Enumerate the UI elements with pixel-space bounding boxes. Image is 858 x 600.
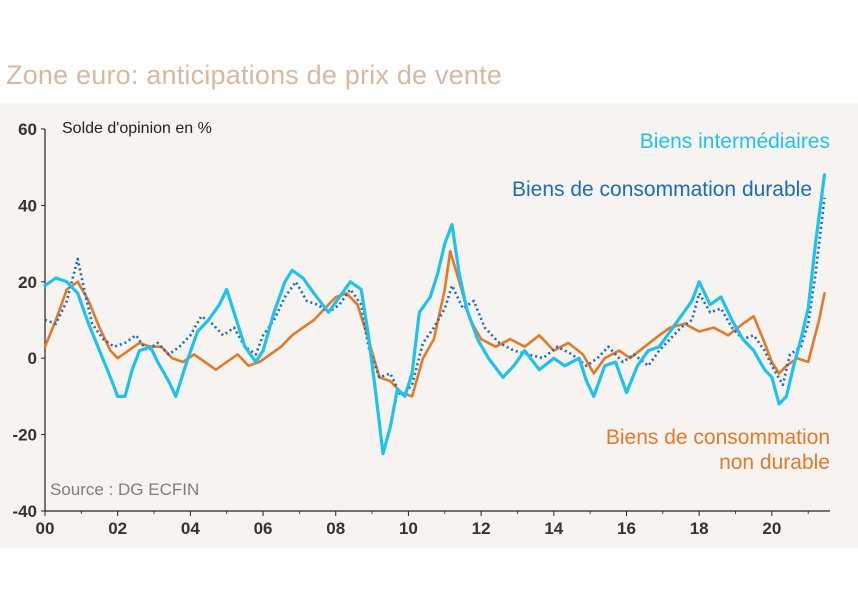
y-tick-label: -40 [12, 502, 37, 521]
y-axis-label: Solde d'opinion en % [62, 120, 212, 137]
x-tick-label: 10 [399, 519, 418, 538]
chart-panel [0, 103, 858, 548]
source-note: Source : DG ECFIN [50, 480, 200, 499]
y-tick-label: 0 [28, 349, 37, 368]
x-tick-label: 18 [690, 519, 709, 538]
series-line-intermediaires [43, 173, 827, 456]
series-line-non-durable [43, 249, 826, 398]
x-tick-label: 04 [181, 519, 200, 538]
legend-intermediaires: Biens intermédiaires [639, 130, 830, 153]
series-line-durable [44, 197, 826, 398]
x-tick-label: 08 [326, 519, 345, 538]
legend-non-durable-line2: non durable [719, 451, 830, 474]
y-tick-label: 20 [18, 273, 37, 292]
legend-non-durable-line1: Biens de consommation [605, 426, 830, 449]
y-tick-label: 60 [18, 120, 37, 139]
x-tick-label: 02 [108, 519, 127, 538]
legend-durable: Biens de consommation durable [511, 178, 812, 201]
series-group [43, 173, 827, 456]
y-tick-label: -20 [12, 426, 37, 445]
x-tick-label: 00 [36, 519, 55, 538]
legend-non-durable: Biens de consommation non durable [606, 425, 830, 475]
chart-title: Zone euro: anticipations de prix de vent… [6, 60, 503, 90]
x-tick-label: 20 [762, 519, 781, 538]
y-tick-label: 40 [18, 196, 37, 215]
x-tick-label: 12 [472, 519, 491, 538]
x-tick-label: 16 [617, 519, 636, 538]
x-tick-label: 14 [544, 519, 563, 538]
x-tick-label: 06 [254, 519, 273, 538]
